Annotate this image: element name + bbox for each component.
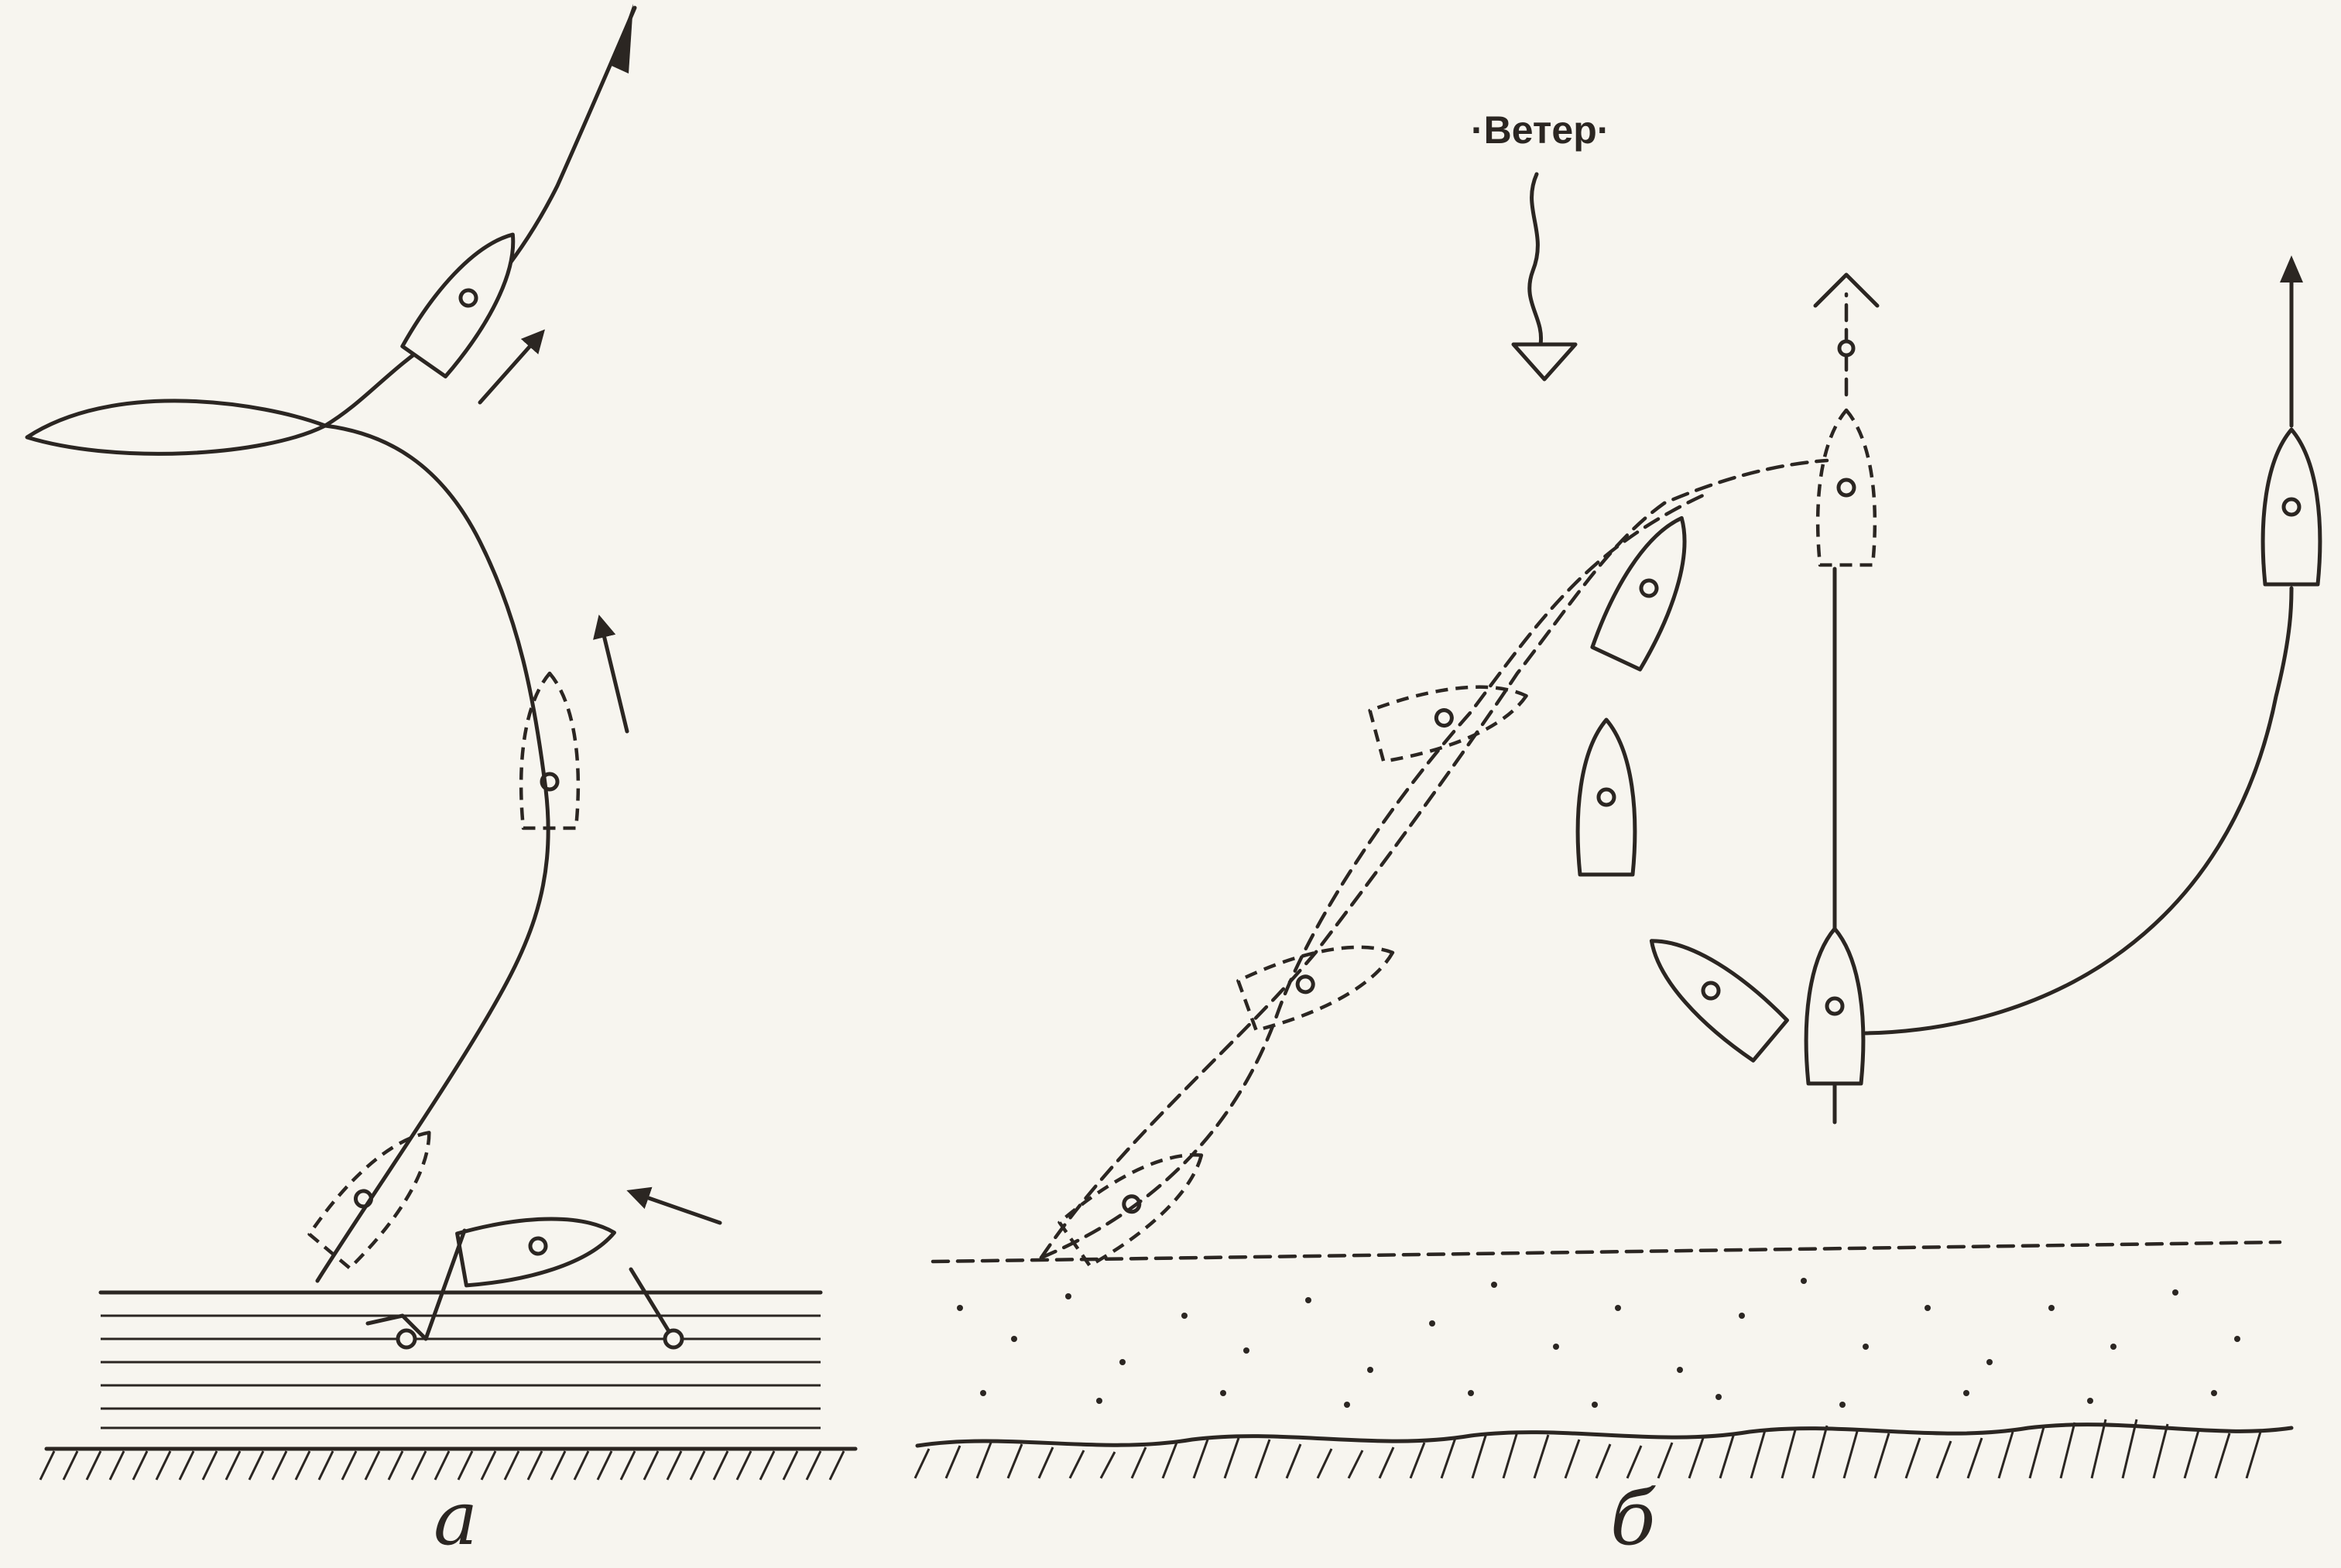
dashed-arrowhead: [1813, 272, 1880, 308]
boat-b-final: [2263, 430, 2320, 584]
shoreline-limit: [931, 1240, 2282, 1264]
shallow-sand: [957, 1278, 2240, 1408]
dashed-course-b2: [1039, 493, 1705, 1260]
boat-b-dashed-3: [1369, 669, 1534, 764]
pier-shore-a: [39, 1290, 858, 1481]
panel-b: ·Ветер·: [913, 108, 2320, 1562]
coast-hatching: [913, 1419, 2262, 1479]
boat-tacking: [521, 673, 578, 828]
motion-arrow-2: [593, 615, 629, 734]
course-line-a: [315, 423, 550, 1283]
boat-b-solid-4: [1806, 929, 1863, 1084]
boat-b-solid-1: [1590, 506, 1707, 670]
boat-b-dashed-1: [1058, 1131, 1218, 1267]
wind-arrow: [1511, 172, 1578, 382]
boat-departing: [307, 1114, 451, 1270]
return-arc: [1863, 586, 2294, 1036]
panel-a-label: а: [434, 1475, 478, 1562]
boat-sailing-away: [400, 218, 536, 378]
motion-arrow-1: [478, 329, 545, 405]
final-arrowhead: [2280, 255, 2303, 282]
boat-b-dashed-2: [1237, 926, 1402, 1032]
direction-arrow-top: [612, 4, 633, 74]
panel-b-label: б: [1610, 1475, 1656, 1562]
rocky-coast: [915, 1422, 2294, 1448]
dashed-course-b: [1039, 458, 1829, 1260]
sail-a: [25, 399, 327, 456]
boat-moored: [457, 1204, 619, 1287]
boat-b-solid-2: [1578, 720, 1635, 875]
wind-label: ·Ветер·: [1471, 108, 1609, 152]
mooring-lines: [365, 1228, 684, 1350]
boat-b-solid-3: [1633, 919, 1789, 1062]
course-line-a-upper: [323, 5, 637, 428]
boat-b-dashed-4: [1818, 410, 1875, 565]
panel-a: а: [25, 4, 858, 1562]
motion-arrow-3: [626, 1186, 722, 1225]
